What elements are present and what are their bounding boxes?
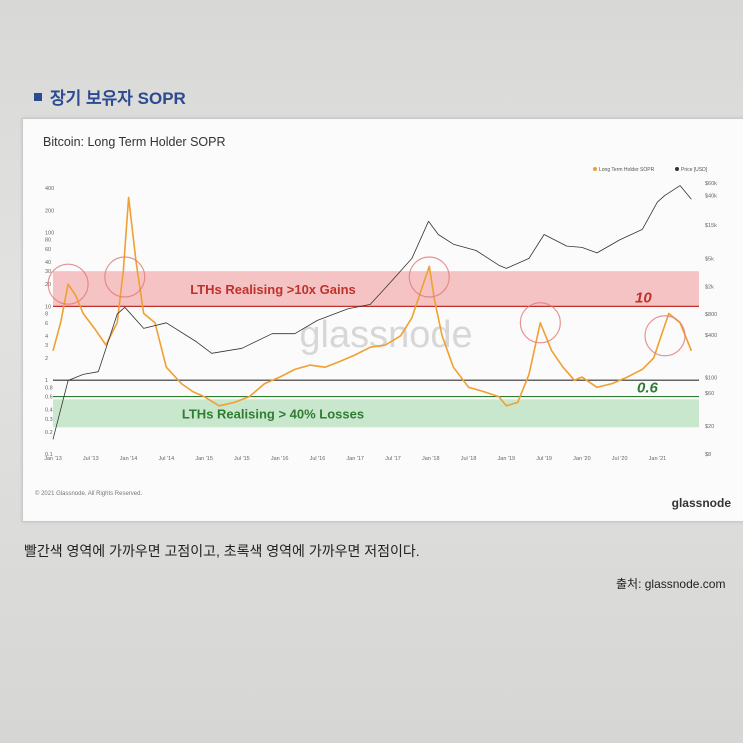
source-credit: 출처: glassnode.com — [616, 577, 726, 591]
y-left-tick-10: 6 — [45, 321, 48, 327]
y-right-tick-0: $8 — [705, 452, 711, 458]
reference-label-0: 10 — [635, 289, 652, 306]
y-left-tick-19: 200 — [45, 208, 54, 214]
y-left-tick-1: 0.2 — [45, 430, 53, 436]
x-tick-14: Jan '20 — [573, 456, 591, 462]
x-tick-5: Jul '15 — [234, 456, 250, 462]
x-tick-0: Jan '13 — [44, 456, 62, 462]
y-left-tick-2: 0.3 — [45, 417, 53, 423]
y-right-tick-1: $20 — [705, 424, 714, 430]
legend-label-0: Long Term Holder SOPR — [599, 167, 655, 173]
watermark: glassnode — [299, 314, 472, 356]
legend-marker-1 — [675, 167, 679, 171]
x-tick-13: Jul '19 — [536, 456, 552, 462]
y-right-tick-4: $400 — [705, 333, 717, 339]
y-left-tick-14: 30 — [45, 269, 51, 275]
band-label-0: LTHs Realising >10x Gains — [190, 282, 356, 297]
x-tick-6: Jan '16 — [271, 456, 289, 462]
section-heading-text: 장기 보유자 SOPR — [50, 89, 186, 108]
highlight-circle-3 — [519, 302, 561, 344]
y-left-tick-12: 10 — [45, 304, 51, 310]
y-right-tick-6: $2k — [705, 284, 714, 290]
x-tick-8: Jan '17 — [346, 456, 364, 462]
section-heading: 장기 보유자 SOPR — [34, 84, 186, 109]
bullet-square-icon — [34, 92, 42, 101]
y-left-tick-9: 4 — [45, 334, 48, 340]
y-left-tick-20: 400 — [45, 186, 54, 192]
y-right-tick-2: $60 — [705, 391, 714, 397]
y-right-tick-10: $60k — [705, 181, 717, 187]
band-1 — [53, 399, 699, 428]
x-tick-11: Jul '18 — [461, 456, 477, 462]
x-tick-9: Jul '17 — [385, 456, 401, 462]
glassnode-logo: glassnode — [671, 496, 731, 510]
x-tick-7: Jul '16 — [310, 456, 326, 462]
y-right-tick-9: $40k — [705, 193, 717, 199]
y-left-tick-17: 80 — [45, 238, 51, 244]
y-left-tick-6: 1 — [45, 378, 48, 384]
y-left-tick-18: 100 — [45, 231, 54, 237]
x-tick-10: Jan '18 — [422, 456, 440, 462]
y-right-tick-5: $800 — [705, 312, 717, 318]
y-left-tick-11: 8 — [45, 312, 48, 318]
y-left-tick-3: 0.4 — [45, 408, 53, 414]
band-label-1: LTHs Realising > 40% Losses — [182, 406, 364, 421]
chart-card: Bitcoin: Long Term Holder SOPR glassnode… — [22, 118, 743, 522]
x-tick-4: Jan '15 — [195, 456, 213, 462]
figure-caption: 빨간색 영역에 가까우면 고점이고, 초록색 영역에 가까우면 저점이다. — [24, 543, 420, 559]
series-line-0 — [52, 196, 693, 407]
y-left-tick-8: 3 — [45, 343, 48, 349]
x-tick-1: Jul '13 — [83, 456, 99, 462]
band-0 — [53, 271, 699, 307]
sopr-chart: glassnode 10 0.6 LTHs Realising >10x Gains L… — [44, 167, 717, 462]
highlight-circle-0 — [47, 263, 89, 305]
x-tick-2: Jan '14 — [120, 456, 138, 462]
x-tick-16: Jan '21 — [649, 456, 667, 462]
highlight-circle-4 — [644, 315, 686, 357]
x-tick-3: Jul '14 — [158, 456, 174, 462]
y-left-tick-5: 0.8 — [45, 385, 53, 391]
legend-label-1: Price [USD] — [681, 167, 708, 173]
y-right-tick-7: $5k — [705, 256, 714, 262]
y-left-tick-16: 60 — [45, 247, 51, 253]
y-left-tick-7: 2 — [45, 356, 48, 362]
legend-marker-0 — [593, 167, 597, 171]
x-tick-15: Jul '20 — [612, 456, 628, 462]
y-right-tick-8: $15k — [705, 223, 717, 229]
series-line-1 — [52, 185, 692, 440]
y-left-tick-15: 40 — [45, 260, 51, 266]
chart-title: Bitcoin: Long Term Holder SOPR — [43, 135, 226, 149]
highlight-circle-2 — [408, 256, 450, 298]
y-left-tick-4: 0.6 — [45, 395, 53, 401]
y-left-tick-0: 0.1 — [45, 452, 53, 458]
y-right-tick-3: $100 — [705, 375, 717, 381]
highlight-circle-1 — [104, 256, 146, 298]
reference-label-2: 0.6 — [637, 380, 659, 397]
copyright-notice: © 2021 Glassnode. All Rights Reserved. — [35, 491, 143, 497]
x-tick-12: Jan '19 — [498, 456, 516, 462]
